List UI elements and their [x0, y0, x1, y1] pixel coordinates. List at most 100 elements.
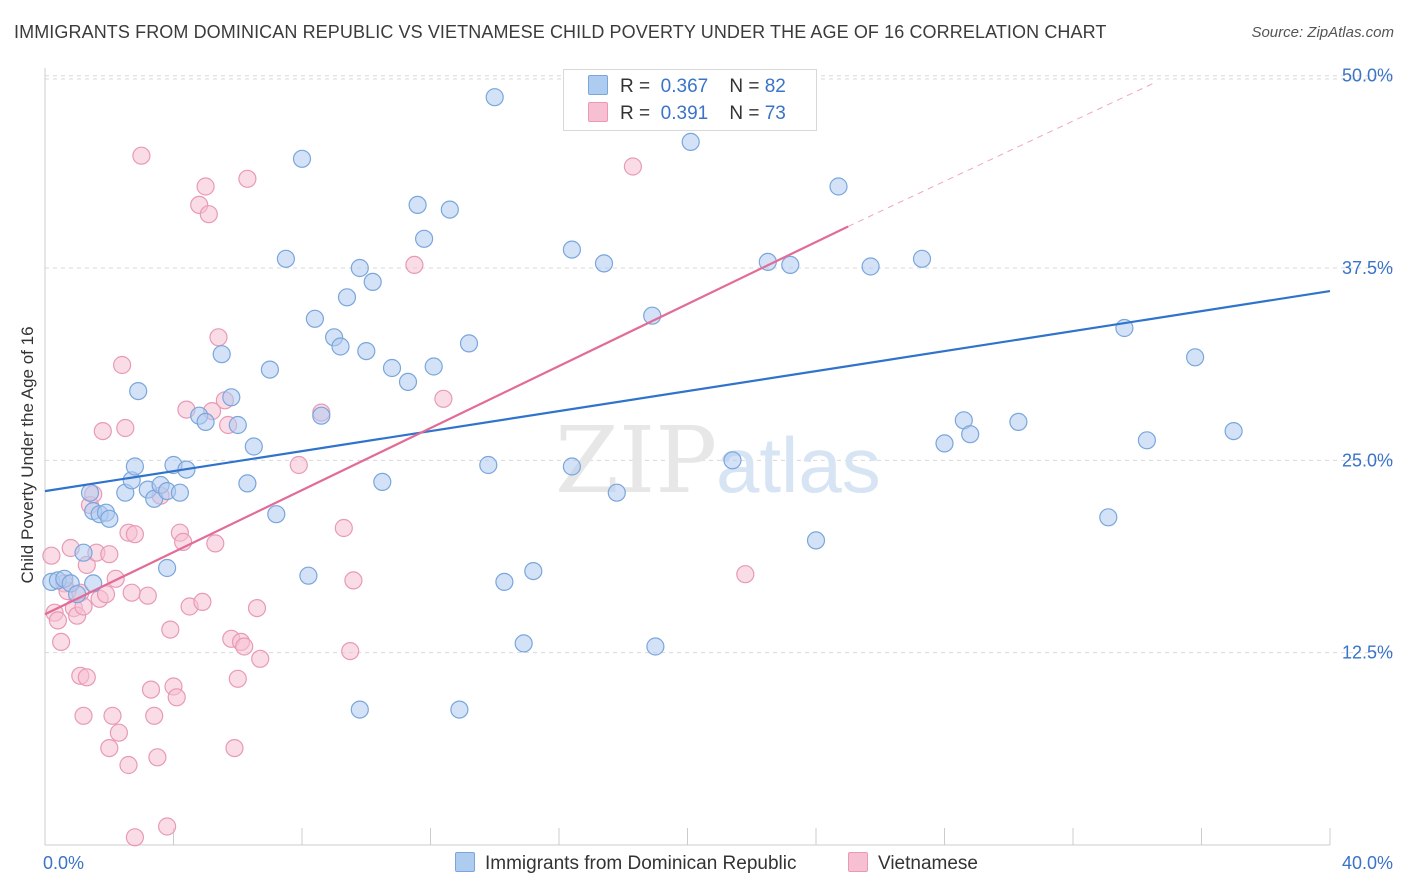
dominican-point: [312, 406, 331, 425]
vietnamese-points: [42, 146, 755, 847]
vietnamese-point: [251, 649, 270, 668]
vietnamese-point: [247, 598, 267, 618]
vietnamese-trend-extension: [847, 82, 1154, 227]
vietnamese-point: [334, 518, 353, 538]
legend-row-dominican: R = 0.367 N = 82: [588, 75, 786, 99]
dominican-point: [935, 434, 954, 453]
trend-lines: [44, 82, 1331, 616]
legend-swatch-pink: [848, 852, 868, 872]
y-tick-label: 50.0%: [1342, 66, 1393, 86]
dominican-point: [331, 337, 350, 356]
x-tick-label: 40.0%: [1342, 853, 1393, 873]
vietnamese-point: [161, 620, 180, 639]
dominican-point: [1099, 508, 1118, 527]
vietnamese-point: [132, 146, 151, 165]
chart-title: IMMIGRANTS FROM DOMINICAN REPUBLIC VS VI…: [14, 22, 1107, 42]
dominican-point: [299, 566, 318, 585]
vietnamese-point: [103, 706, 122, 725]
vietnamese-point: [228, 669, 247, 688]
dominican-point: [125, 457, 144, 476]
legend-n-value: 82: [764, 76, 786, 97]
source-credit: Source: ZipAtlas.com: [1251, 24, 1394, 41]
vietnamese-point: [209, 328, 228, 347]
dominican-point: [459, 334, 479, 353]
vietnamese-point: [199, 205, 218, 224]
y-tick-label: 37.5%: [1342, 258, 1393, 278]
vietnamese-point: [125, 525, 144, 544]
vietnamese-point: [100, 738, 119, 758]
legend-r-value: 0.367: [660, 76, 709, 97]
x-tick-label: 0.0%: [43, 853, 84, 873]
vietnamese-point: [138, 586, 157, 605]
vietnamese-point: [341, 641, 360, 661]
dominican-point: [382, 358, 402, 378]
dominican-point: [415, 229, 434, 248]
dominican-point: [485, 88, 504, 107]
dominican-point: [424, 357, 443, 376]
vietnamese-point: [235, 637, 254, 656]
dominican-point: [1009, 412, 1028, 431]
tick-labels: 12.5% 25.0% 37.5% 50.0% 0.0% 40.0%: [43, 66, 1393, 873]
vietnamese-point: [42, 546, 61, 565]
dominican-point: [646, 637, 665, 656]
dominican-point: [363, 272, 382, 291]
watermark-zip: ZIP: [555, 407, 717, 514]
dominican-point: [267, 505, 286, 524]
dominican-point: [829, 177, 848, 196]
vietnamese-point: [125, 828, 144, 847]
dominican-point: [607, 483, 626, 502]
vietnamese-point: [106, 569, 125, 588]
dominican-point: [80, 483, 100, 502]
legend-row-vietnamese: R = 0.391 N = 73: [588, 102, 786, 126]
legend-swatch-blue: [588, 75, 608, 95]
y-tick-label: 12.5%: [1342, 643, 1393, 663]
vietnamese-point: [158, 817, 177, 836]
correlation-legend: R = 0.367 N = 82 R = 0.391 N = 73: [563, 69, 817, 131]
vietnamese-point: [77, 668, 96, 687]
vietnamese-point: [100, 545, 119, 564]
legend-r-label: R =: [620, 76, 651, 97]
vietnamese-point: [141, 680, 161, 699]
vietnamese-point: [167, 688, 186, 707]
vietnamese-point: [193, 592, 212, 612]
vietnamese-point: [736, 565, 755, 584]
vietnamese-point: [238, 169, 257, 188]
bottom-legend-dominican: Immigrants from Dominican Republic: [455, 852, 797, 875]
vietnamese-point: [48, 611, 68, 630]
vietnamese-point: [225, 738, 244, 758]
dominican-point: [170, 483, 189, 502]
bottom-legend-vietnamese: Vietnamese: [848, 852, 978, 875]
dominican-point: [350, 258, 369, 278]
vietnamese-point: [93, 422, 112, 441]
vietnamese-point: [145, 706, 164, 725]
dominican-point: [84, 574, 103, 593]
dominican-point: [450, 700, 469, 719]
dominican-point: [562, 240, 582, 259]
dominican-point: [479, 455, 498, 475]
vietnamese-point: [289, 455, 308, 475]
dominican-point: [260, 360, 279, 379]
vietnamese-point: [51, 632, 71, 652]
watermark-atlas: atlas: [716, 421, 881, 509]
dominican-point: [398, 372, 418, 391]
vietnamese-point: [196, 177, 215, 196]
dominican-point: [373, 472, 392, 491]
legend-n-label: N =: [729, 103, 760, 124]
dominican-point: [861, 257, 880, 276]
dominican-point: [514, 634, 533, 653]
dominican-trend-line: [44, 290, 1331, 493]
dominican-point: [1224, 422, 1243, 441]
dominican-point: [212, 345, 231, 364]
dominican-point: [912, 249, 932, 268]
legend-swatch-blue: [455, 852, 475, 872]
legend-n-value: 73: [764, 103, 786, 124]
legend-r-value: 0.391: [660, 103, 709, 124]
dominican-point: [524, 561, 543, 581]
dominican-point: [1137, 431, 1157, 450]
dominican-point: [408, 195, 427, 214]
dominican-point: [305, 309, 324, 328]
vietnamese-point: [623, 157, 643, 176]
vietnamese-trend-line: [44, 225, 849, 616]
vietnamese-point: [148, 748, 167, 767]
